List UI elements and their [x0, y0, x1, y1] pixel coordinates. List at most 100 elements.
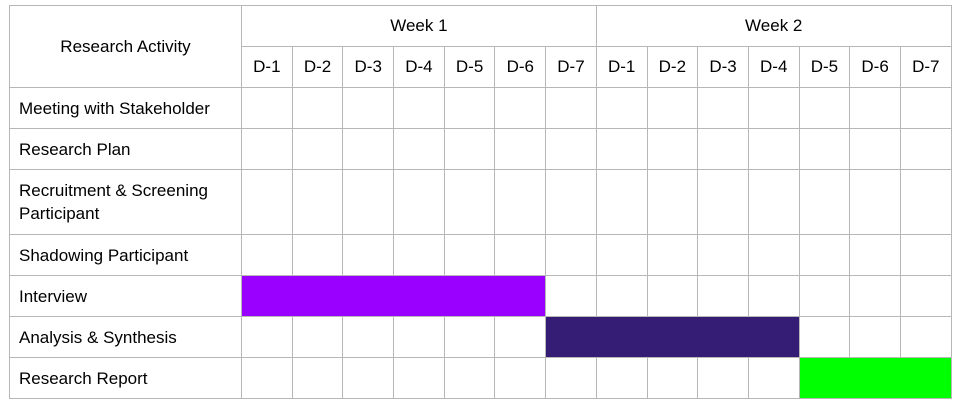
day-cell: [849, 128, 901, 170]
day-cell: [849, 275, 901, 317]
gantt-bar: [240, 275, 547, 317]
day-cell: [291, 87, 344, 129]
activity-row: Research Plan: [9, 128, 952, 170]
day-header: D-3: [697, 46, 749, 88]
day-cell: [798, 275, 851, 317]
day-header: D-1: [241, 46, 293, 88]
day-cell: [545, 275, 597, 317]
day-cell: [342, 316, 395, 358]
day-cell: [646, 169, 699, 235]
day-cell: [443, 169, 496, 235]
day-cell: [798, 169, 851, 235]
day-cell: [747, 357, 800, 399]
day-cell: [291, 128, 344, 170]
day-cell: [241, 234, 293, 276]
day-cell: [241, 316, 293, 358]
day-cell: [646, 234, 699, 276]
day-header: D-4: [747, 46, 800, 88]
day-cell: [747, 128, 800, 170]
day-cell: [545, 357, 597, 399]
day-cell: [342, 357, 395, 399]
activity-label: Interview: [9, 275, 242, 317]
day-cell: [747, 87, 800, 129]
activity-label: Recruitment & Screening Participant: [9, 169, 242, 235]
day-cell: [342, 234, 395, 276]
day-cell: [595, 357, 648, 399]
day-cell: [291, 234, 344, 276]
activity-row: Analysis & Synthesis: [9, 316, 952, 358]
day-cell: [393, 316, 445, 358]
day-cell: [494, 316, 547, 358]
week-header-row: Research Activity Week 1 Week 2: [9, 5, 952, 88]
day-cell: [697, 169, 749, 235]
day-header: D-6: [849, 46, 901, 88]
activity-label: Meeting with Stakeholder: [9, 87, 242, 129]
day-cell: [443, 87, 496, 129]
day-header-row: D-1 D-2 D-3 D-4 D-5 D-6 D-7 D-1 D-2 D-3 D-4 D-5 D-6 D…: [10, 46, 952, 88]
day-cell: [595, 87, 648, 129]
day-header: D-6: [494, 46, 547, 88]
day-cell: [393, 234, 445, 276]
activity-row: Shadowing Participant: [9, 234, 952, 276]
day-cell: [646, 87, 699, 129]
day-cell: [291, 169, 344, 235]
day-cell: [494, 234, 547, 276]
day-cell: [899, 275, 952, 317]
day-cell: [443, 357, 496, 399]
day-cell: [798, 316, 851, 358]
day-cell: [443, 234, 496, 276]
day-cell: [747, 275, 800, 317]
day-cell: [747, 234, 800, 276]
day-cell: [393, 87, 445, 129]
day-cell: [899, 128, 952, 170]
activity-row: Interview: [9, 275, 952, 317]
day-cell: [291, 357, 344, 399]
day-cell: [849, 87, 901, 129]
day-cell: [241, 169, 293, 235]
day-cell: [798, 128, 851, 170]
day-cell: [393, 128, 445, 170]
day-cell: [494, 357, 547, 399]
day-cell: [342, 87, 395, 129]
day-cell: [646, 275, 699, 317]
day-cell: [697, 275, 749, 317]
day-cell: [849, 316, 901, 358]
activity-label: Shadowing Participant: [9, 234, 242, 276]
activity-label: Research Report: [9, 357, 242, 399]
day-cell: [443, 316, 496, 358]
day-cell: [494, 128, 547, 170]
day-cell: [798, 87, 851, 129]
day-cell: [545, 87, 597, 129]
day-header: D-4: [393, 46, 445, 88]
day-cell: [849, 234, 901, 276]
day-cell: [747, 169, 800, 235]
day-cell: [697, 234, 749, 276]
activity-row: Research Report: [9, 357, 952, 399]
day-header: D-7: [545, 46, 597, 88]
day-cell: [393, 169, 445, 235]
day-cell: [241, 128, 293, 170]
gantt-bar: [798, 357, 952, 399]
day-cell: [899, 234, 952, 276]
activity-label: Analysis & Synthesis: [9, 316, 242, 358]
day-header: D-3: [342, 46, 395, 88]
day-cell: [595, 234, 648, 276]
activity-label: Research Plan: [9, 128, 242, 170]
day-cell: [646, 128, 699, 170]
day-cell: [393, 357, 445, 399]
day-cell: [595, 169, 648, 235]
day-cell: [697, 357, 749, 399]
activity-row: Recruitment & Screening Participant: [9, 169, 952, 235]
day-cell: [342, 128, 395, 170]
day-cell: [241, 357, 293, 399]
day-cell: [899, 87, 952, 129]
week-header: Week 2: [595, 5, 952, 47]
day-cell: [697, 87, 749, 129]
day-cell: [494, 169, 547, 235]
gantt-chart-table: Research Activity Week 1 Week 2 D-1 D-2 D-3…: [9, 5, 952, 399]
day-cell: [494, 87, 547, 129]
day-cell: [545, 169, 597, 235]
day-cell: [595, 275, 648, 317]
day-header: D-2: [291, 46, 344, 88]
day-cell: [545, 128, 597, 170]
